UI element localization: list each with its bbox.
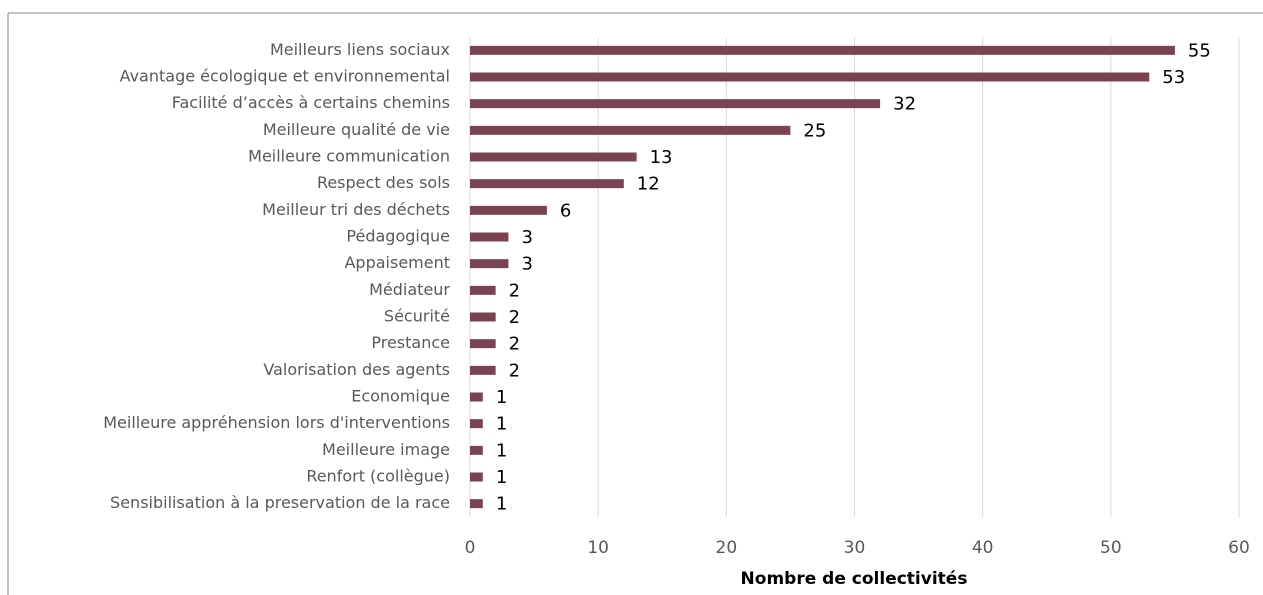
y-tick-label: Sensibilisation à la preservation de la … xyxy=(110,493,450,512)
bar xyxy=(470,392,483,402)
bar xyxy=(470,125,791,135)
x-tick-label: 50 xyxy=(1100,538,1122,558)
y-tick-label: Meilleure qualité de vie xyxy=(263,120,450,139)
bar xyxy=(470,312,496,322)
bar xyxy=(470,365,496,375)
bar xyxy=(470,445,483,455)
value-label: 53 xyxy=(1162,67,1185,88)
y-tick-label: Pédagogique xyxy=(346,227,450,246)
y-tick-label: Valorisation des agents xyxy=(263,360,450,379)
value-label: 2 xyxy=(509,280,520,301)
value-label: 1 xyxy=(496,494,507,515)
bar xyxy=(470,419,483,429)
bar xyxy=(470,339,496,349)
value-label: 1 xyxy=(496,387,507,408)
y-tick-label: Respect des sols xyxy=(317,173,450,192)
bar xyxy=(470,72,1150,82)
bar xyxy=(470,472,483,482)
value-label: 55 xyxy=(1188,40,1211,61)
x-tick-label: 20 xyxy=(716,538,738,558)
value-label: 13 xyxy=(650,147,673,168)
value-label: 2 xyxy=(509,307,520,328)
x-tick-label: 0 xyxy=(465,538,476,558)
y-tick-label: Meilleurs liens sociaux xyxy=(270,40,450,59)
x-axis-label: Nombre de collectivités xyxy=(741,569,968,589)
x-tick-label: 10 xyxy=(587,538,609,558)
bar xyxy=(470,259,509,269)
value-label: 3 xyxy=(521,254,532,275)
value-label: 25 xyxy=(803,120,826,141)
y-tick-label: Facilité d’accès à certains chemins xyxy=(172,93,450,112)
y-tick-label: Appaisement xyxy=(344,253,450,272)
value-label: 1 xyxy=(496,414,507,435)
x-tick-label: 40 xyxy=(972,538,994,558)
y-tick-label: Avantage écologique et environnemental xyxy=(120,67,450,86)
y-tick-label: Médiateur xyxy=(369,280,450,299)
x-tick-label: 30 xyxy=(844,538,866,558)
bar xyxy=(470,232,509,242)
bar xyxy=(470,45,1175,55)
y-tick-label: Economique xyxy=(351,387,450,406)
value-label: 1 xyxy=(496,440,507,461)
y-tick-label: Meilleure communication xyxy=(248,147,450,166)
value-label: 2 xyxy=(509,360,520,381)
bar xyxy=(470,285,496,295)
bar xyxy=(470,99,881,109)
y-tick-label: Renfort (collègue) xyxy=(306,467,450,486)
bar xyxy=(470,205,547,215)
y-tick-label: Meilleur tri des déchets xyxy=(262,200,450,219)
bar xyxy=(470,179,624,189)
value-label: 3 xyxy=(521,227,532,248)
y-tick-label: Meilleure image xyxy=(322,440,450,459)
value-label: 6 xyxy=(560,200,571,221)
value-label: 32 xyxy=(893,94,916,115)
value-label: 1 xyxy=(496,467,507,488)
bar xyxy=(470,152,637,162)
y-tick-label: Prestance xyxy=(371,333,450,352)
value-label: 12 xyxy=(637,174,660,195)
bar xyxy=(470,499,483,509)
y-tick-label: Sécurité xyxy=(384,307,450,326)
y-tick-label: Meilleure appréhension lors d'interventi… xyxy=(103,413,450,432)
x-tick-label: 60 xyxy=(1228,538,1250,558)
value-label: 2 xyxy=(509,334,520,355)
